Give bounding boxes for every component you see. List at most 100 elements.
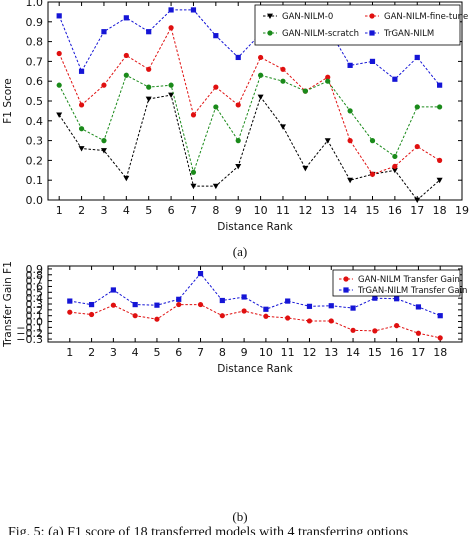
data-point [302, 88, 308, 94]
x-tick-label: 18 [433, 346, 447, 359]
legend-entry: TrGAN-NILM Transfer Gain [357, 286, 467, 296]
data-point [190, 183, 197, 190]
y-tick-label: 0.5 [26, 95, 44, 108]
data-point [101, 138, 107, 144]
x-tick-label: 3 [100, 204, 107, 217]
legend-entry: GAN-NILM-0 [282, 12, 333, 22]
data-point [88, 311, 95, 318]
y-tick-label: 0.3 [26, 298, 44, 311]
data-point [392, 76, 398, 82]
y-tick-label: 1.0 [26, 0, 44, 9]
data-point [437, 104, 443, 110]
data-point [56, 13, 62, 19]
data-point [67, 309, 73, 315]
data-point [235, 54, 241, 61]
y-tick-label: −0.1 [16, 321, 43, 334]
x-axis-label: Distance Rank [217, 363, 293, 375]
x-tick-label: 9 [235, 204, 242, 217]
series-line [58, 94, 440, 201]
x-tick-label: 10 [254, 204, 268, 217]
data-point [328, 303, 334, 309]
x-tick-label: 1 [66, 346, 73, 359]
data-point [306, 303, 313, 309]
legend-marker [343, 276, 349, 282]
data-point [101, 29, 107, 35]
data-point [132, 301, 138, 308]
data-point [369, 58, 376, 64]
data-point [369, 171, 376, 177]
data-point [154, 316, 160, 322]
y-tick-label: 0.6 [26, 75, 44, 88]
x-tick-label: 6 [168, 204, 175, 217]
data-point [350, 327, 356, 333]
data-point [78, 126, 85, 132]
data-point [219, 297, 225, 304]
data-point [146, 66, 152, 72]
y-tick-label: 0.5 [26, 286, 44, 299]
data-point [325, 74, 331, 80]
data-point [168, 82, 174, 88]
series-line [58, 74, 440, 175]
y-tick-label: 0.0 [26, 194, 44, 207]
data-point [176, 296, 182, 302]
data-point [56, 82, 62, 88]
legend-box [332, 269, 461, 297]
data-point [241, 294, 247, 300]
x-tick-label: 12 [298, 204, 312, 217]
data-point [414, 197, 421, 203]
x-tick-label: 3 [110, 346, 117, 359]
data-point [257, 54, 264, 61]
data-point [347, 62, 353, 68]
x-tick-label: 2 [88, 346, 95, 359]
data-point [437, 313, 443, 319]
data-point [123, 72, 129, 78]
data-point [257, 72, 264, 78]
data-point [235, 138, 241, 144]
series-line [58, 9, 440, 86]
x-tick-label: 5 [145, 204, 152, 217]
x-tick-label: 13 [324, 346, 338, 359]
data-point [197, 301, 204, 308]
x-tick-label: 11 [276, 204, 290, 217]
x-tick-label: 9 [241, 346, 248, 359]
data-point [213, 33, 219, 39]
data-point [394, 323, 400, 329]
x-tick-label: 15 [368, 346, 382, 359]
data-point [123, 52, 129, 59]
x-tick-label: 4 [132, 346, 139, 359]
data-point [56, 50, 62, 57]
data-point [328, 318, 334, 324]
legend-marker [267, 30, 273, 36]
data-point [280, 78, 286, 84]
legend-entry: GAN-NILM-fine-tune [384, 12, 468, 22]
data-point [372, 328, 378, 334]
y-tick-label: 0.8 [26, 36, 44, 49]
y-tick-label: −0.2 [16, 327, 43, 340]
data-point [168, 92, 175, 99]
data-point [212, 183, 219, 190]
data-point [78, 102, 85, 108]
data-point [414, 104, 420, 110]
legend-entry: TrGAN-NILM [383, 29, 434, 39]
data-point [213, 84, 219, 90]
data-point [176, 301, 182, 308]
data-point [392, 163, 398, 169]
data-point [285, 315, 291, 321]
y-tick-label: 0.0 [26, 316, 44, 329]
data-point [280, 66, 286, 72]
y-tick-label: 0.2 [26, 304, 44, 317]
data-point [414, 143, 420, 150]
data-point [369, 138, 376, 144]
figure-caption: Fig. 5: (a) F1 score of 18 transferred m… [8, 525, 408, 535]
x-tick-label: 5 [153, 346, 160, 359]
data-point [437, 335, 443, 341]
x-tick-label: 4 [123, 204, 130, 217]
data-point [197, 271, 204, 277]
data-point [78, 68, 85, 74]
panel-a-chart: 0.00.10.20.30.40.50.60.70.80.91.01 2 3 4 5 6 7… [2, 0, 469, 233]
data-point [213, 104, 219, 110]
data-point [437, 82, 443, 88]
y-tick-label: 0.1 [26, 174, 44, 187]
